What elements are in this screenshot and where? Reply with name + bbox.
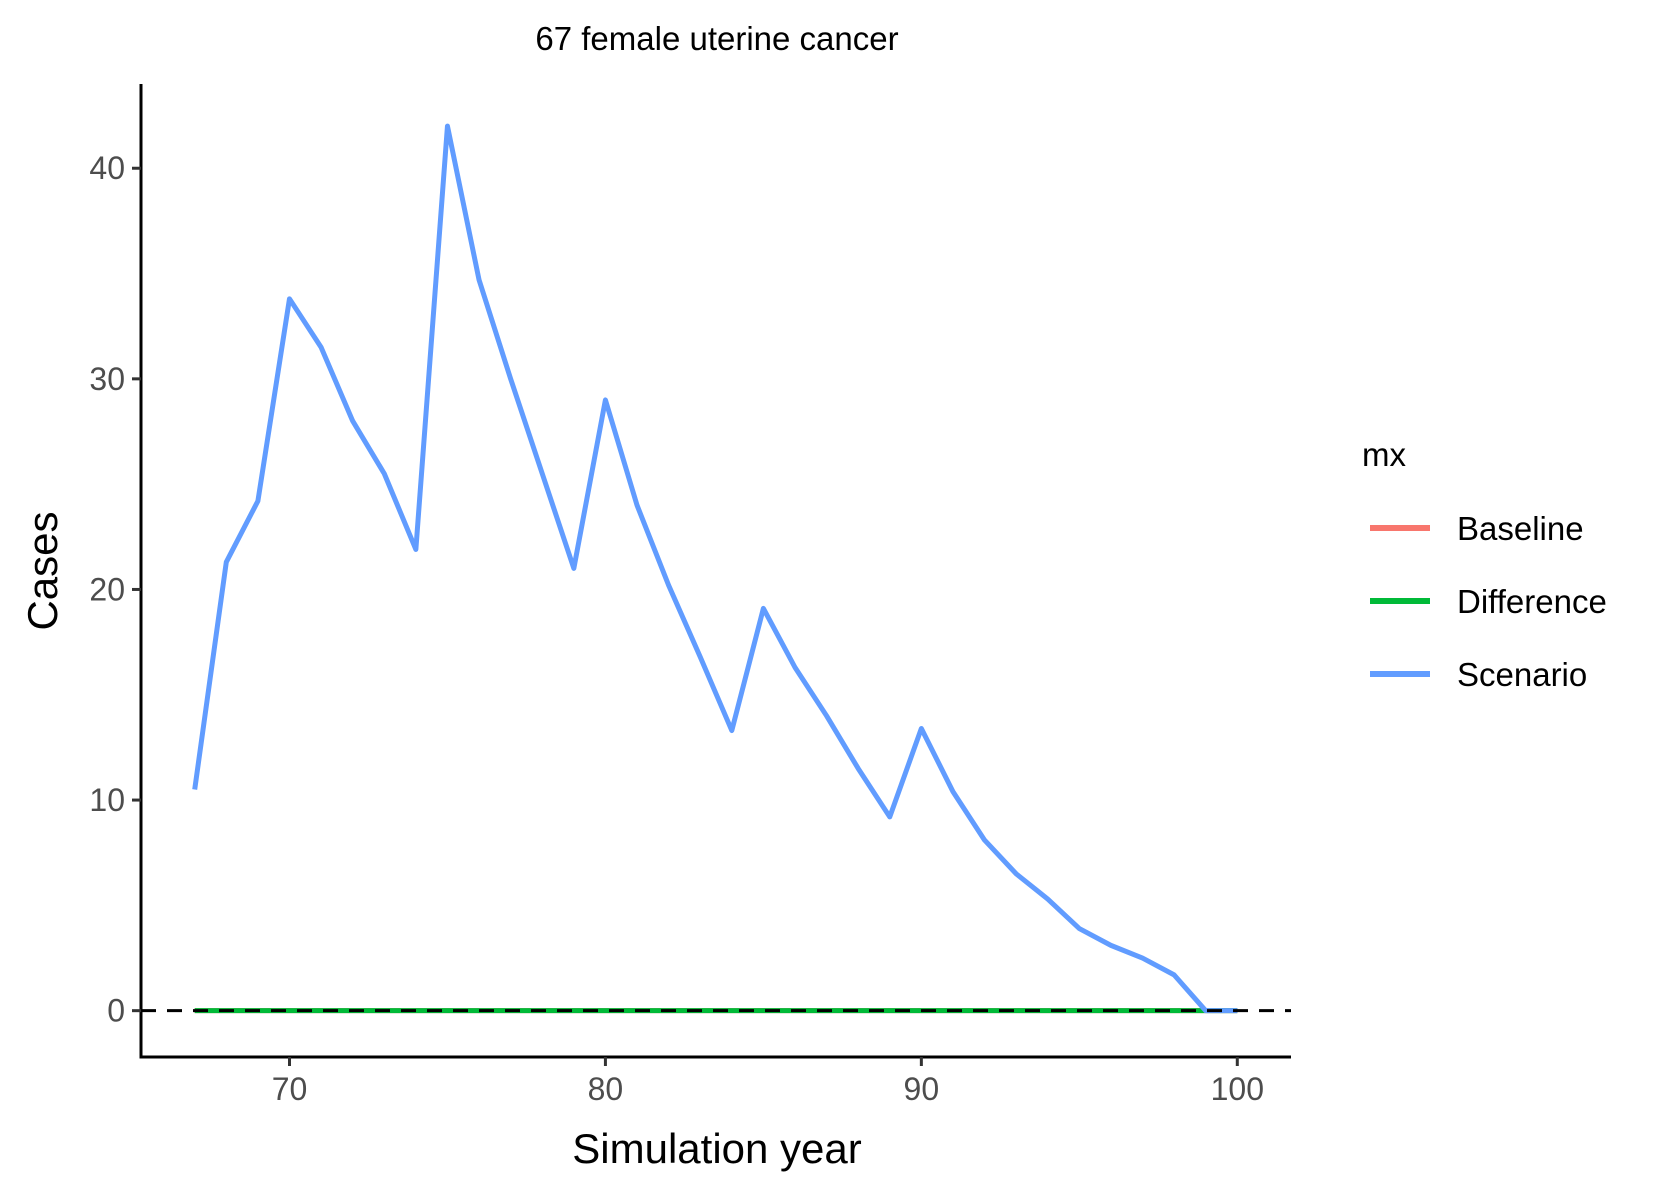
y-tick-label: 10 <box>89 782 125 818</box>
legend-label-difference: Difference <box>1457 583 1607 620</box>
y-tick-label: 0 <box>107 993 125 1029</box>
chart-title: 67 female uterine cancer <box>535 20 898 57</box>
x-tick-label: 70 <box>272 1071 308 1107</box>
x-tick-label: 90 <box>904 1071 940 1107</box>
y-tick-label: 30 <box>89 361 125 397</box>
y-tick-label: 20 <box>89 571 125 607</box>
legend-label-scenario: Scenario <box>1457 656 1587 693</box>
series-line-scenario <box>192 123 1238 1014</box>
axes-layer: 0 10 20 30 40 70 80 90 100 <box>89 84 1291 1107</box>
x-tick-label: 80 <box>588 1071 624 1107</box>
legend-title: mx <box>1362 436 1406 473</box>
y-tick-label: 40 <box>89 150 125 186</box>
data-layer <box>141 123 1291 1014</box>
legend-label-baseline: Baseline <box>1457 510 1584 547</box>
x-tick-label: 100 <box>1211 1071 1264 1107</box>
x-axis-title: Simulation year <box>572 1125 861 1172</box>
legend: mx Baseline Difference Scenario <box>1362 436 1607 693</box>
y-axis-title: Cases <box>19 511 66 630</box>
